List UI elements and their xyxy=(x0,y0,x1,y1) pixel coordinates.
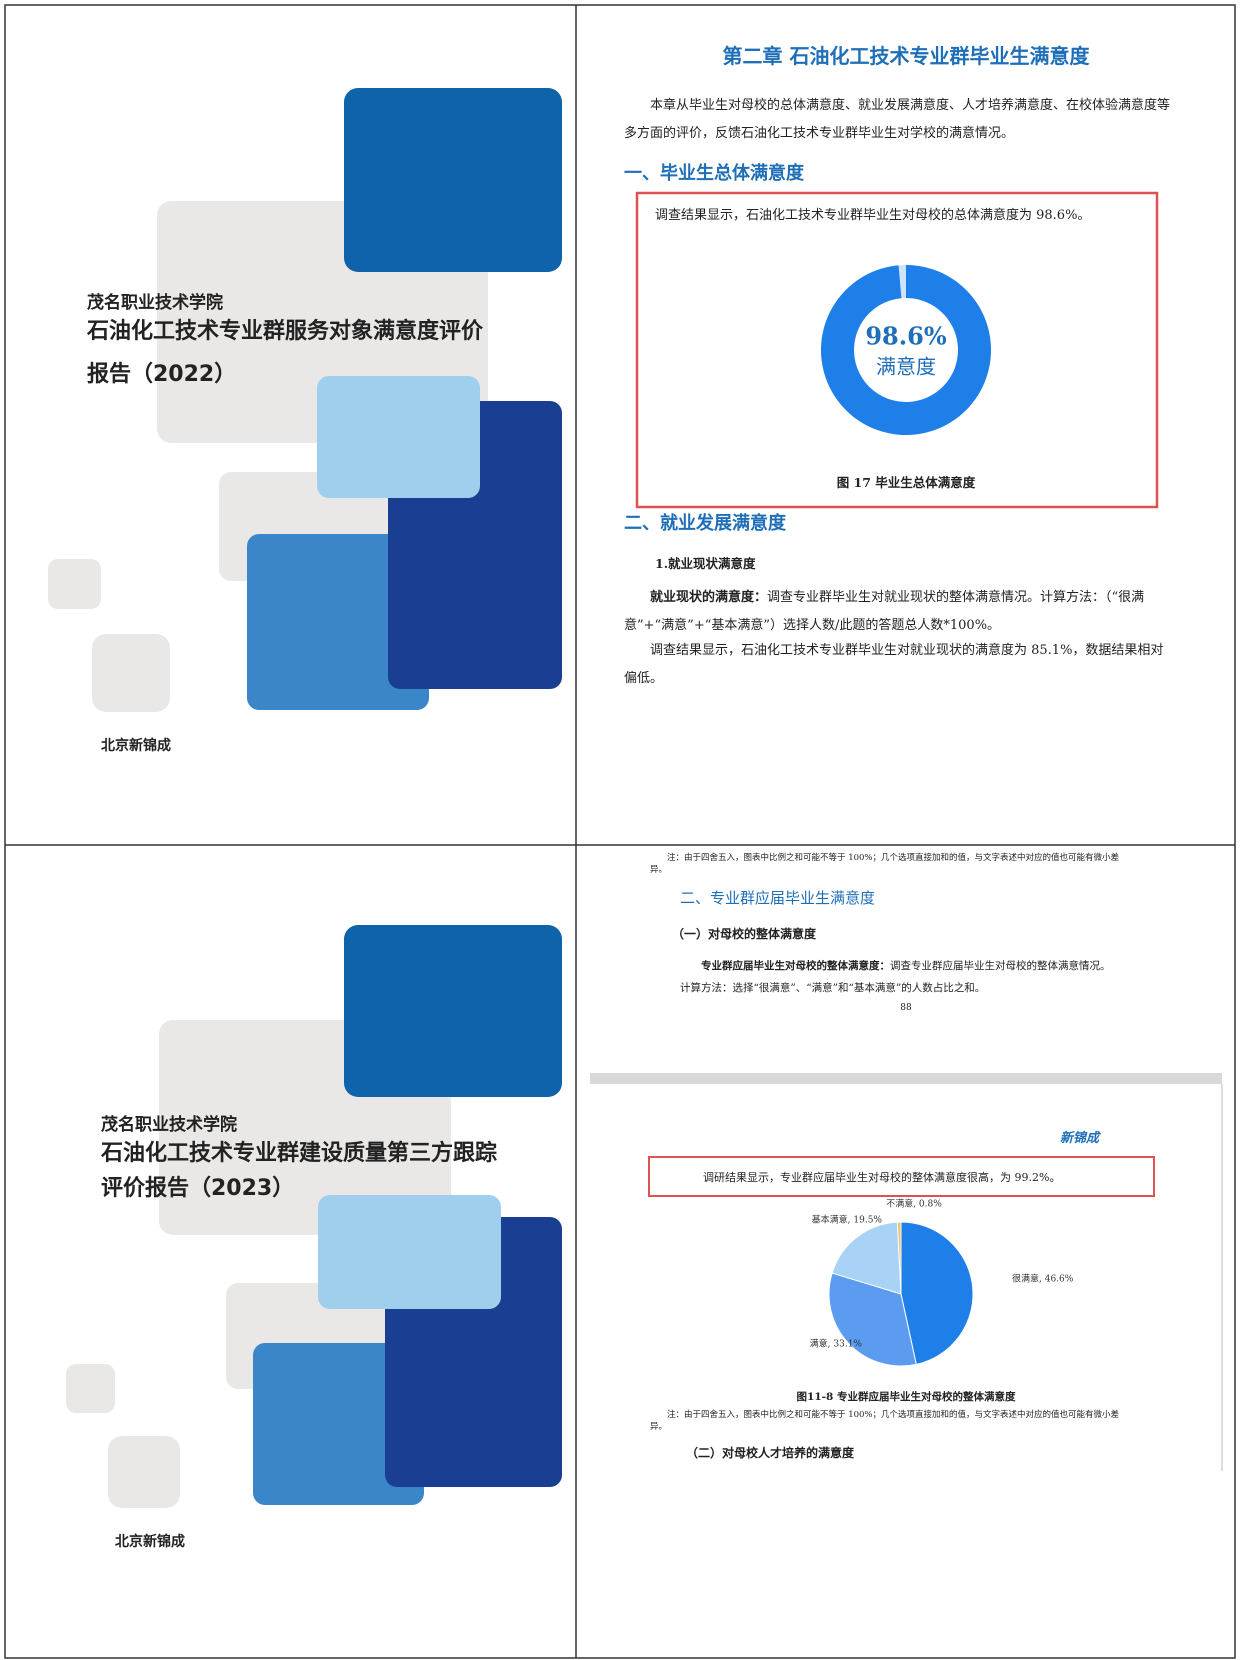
slice-label: 基本满意, 19.5% xyxy=(812,1214,883,1226)
chapter-title: 第二章 石油化工技术专业群毕业生满意度 xyxy=(600,40,1212,69)
figure-caption: 图 17 毕业生总体满意度 xyxy=(600,472,1212,491)
slice-label: 满意, 33.1% xyxy=(810,1338,863,1350)
paragraph: 专业群应届毕业生对母校的整体满意度：调查专业群应届毕业生对母校的整体满意情况。 xyxy=(680,955,1180,977)
report-title: 石油化工技术专业群建设质量第三方跟踪 xyxy=(101,1137,497,1171)
subsection-heading: （二）对母校人才培养的满意度 xyxy=(686,1444,854,1461)
school-name: 茂名职业技术学院 xyxy=(101,1110,237,1135)
publisher: 北京新锦成 xyxy=(101,735,171,755)
subsection-heading: （一）对母校的整体满意度 xyxy=(672,925,816,942)
cover-graphic xyxy=(66,925,562,1508)
report-title: 石油化工技术专业群服务对象满意度评价 xyxy=(87,315,483,349)
paragraph: 调查结果显示，石油化工技术专业群毕业生对就业现状的满意度为 85.1%，数据结果… xyxy=(624,637,1176,693)
text: 调查专业群应届毕业生对母校的整体满意情况。 xyxy=(890,960,1111,972)
page-number: 88 xyxy=(590,1003,1222,1013)
donut-chart: 98.6% 满意度 xyxy=(821,265,991,435)
donut-label: 满意度 xyxy=(876,355,936,379)
page-gap xyxy=(590,1073,1222,1084)
finding: 调研结果显示，专业群应届毕业生对母校的整体满意度很高，为 99.2%。 xyxy=(703,1169,1060,1185)
section-heading: 二、专业群应届毕业生满意度 xyxy=(680,887,875,908)
note: 注：由于四舍五入，图表中比例之和可能不等于 100%；几个选项直接加和的值，与文… xyxy=(650,1409,1130,1433)
report-title: 报告（2022） xyxy=(87,358,236,392)
report-title: 评价报告（2023） xyxy=(101,1172,294,1206)
bold-lead: 专业群应届毕业生对母校的整体满意度： xyxy=(701,960,890,972)
page: {"cover_2022": {"school": "茂名职业技术学院", "t… xyxy=(0,0,1240,1660)
subsection-heading: 1.就业现状满意度 xyxy=(655,553,756,572)
donut-value: 98.6% xyxy=(865,322,946,351)
publisher: 北京新锦成 xyxy=(115,1531,185,1551)
figure-caption: 图11-8 专业群应届毕业生对母校的整体满意度 xyxy=(590,1389,1222,1404)
finding: 调查结果显示，石油化工技术专业群毕业生对母校的总体满意度为 98.6%。 xyxy=(655,204,1090,223)
paragraph: 就业现状的满意度：调查专业群毕业生对就业现状的整体满意情况。计算方法：（“很满意… xyxy=(624,584,1176,640)
bold-lead: 就业现状的满意度： xyxy=(650,590,767,605)
school-name: 茂名职业技术学院 xyxy=(87,288,223,313)
slice-label: 很满意, 46.6% xyxy=(1012,1273,1074,1285)
section-heading: 一、毕业生总体满意度 xyxy=(624,159,804,185)
logo: 新锦成 xyxy=(1060,1127,1099,1146)
note: 注：由于四舍五入，图表中比例之和可能不等于 100%；几个选项直接加和的值，与文… xyxy=(650,852,1130,876)
slice-label: 不满意, 0.8% xyxy=(886,1198,942,1210)
paragraph: 计算方法：选择“很满意”、“满意”和“基本满意”的人数占比之和。 xyxy=(680,977,985,999)
section-heading: 二、就业发展满意度 xyxy=(624,509,786,535)
cover-graphic xyxy=(48,88,562,712)
pie-chart: 很满意, 46.6% 满意, 33.1% 基本满意, 19.5%不满意, 0.8% xyxy=(810,1198,1074,1367)
paragraph: 本章从毕业生对母校的总体满意度、就业发展满意度、人才培养满意度、在校体验满意度等… xyxy=(624,92,1176,148)
